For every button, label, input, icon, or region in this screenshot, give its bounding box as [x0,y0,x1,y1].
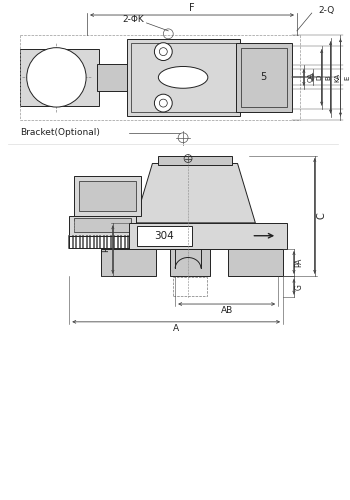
Text: C: C [317,212,327,220]
Text: P: P [102,247,110,252]
Text: PA: PA [294,258,303,267]
Text: G: G [294,284,303,290]
Bar [240,48,287,107]
Text: 304: 304 [154,230,174,240]
Bar [158,156,232,166]
Text: 5: 5 [261,72,267,83]
Text: AB: AB [220,306,233,316]
Text: F: F [189,3,195,13]
Text: E: E [344,75,350,80]
Bar [127,39,239,116]
Bar [236,42,292,112]
Circle shape [35,56,78,99]
Text: B: B [326,75,332,80]
Bar [136,226,192,246]
Bar [74,176,141,216]
Text: Bracket(Optional): Bracket(Optional) [20,128,100,138]
Bar [97,64,135,91]
Bar [170,248,210,276]
Circle shape [27,48,86,107]
Circle shape [154,42,172,60]
Bar [131,42,236,112]
Circle shape [154,94,172,112]
Text: KA: KA [335,73,341,82]
Bar [101,248,156,276]
Text: 2-Q: 2-Q [318,6,335,15]
Bar [79,182,135,211]
Bar [228,248,283,276]
Polygon shape [135,164,256,223]
Bar [74,218,131,232]
Circle shape [47,68,66,87]
Bar [129,223,287,248]
Ellipse shape [158,66,208,88]
Text: 2-ΦK: 2-ΦK [123,16,145,24]
Bar [69,216,135,236]
Bar [173,278,207,296]
Bar [20,48,99,106]
Text: OA: OA [308,72,314,83]
Text: D: D [317,74,323,80]
Text: A: A [173,324,179,334]
